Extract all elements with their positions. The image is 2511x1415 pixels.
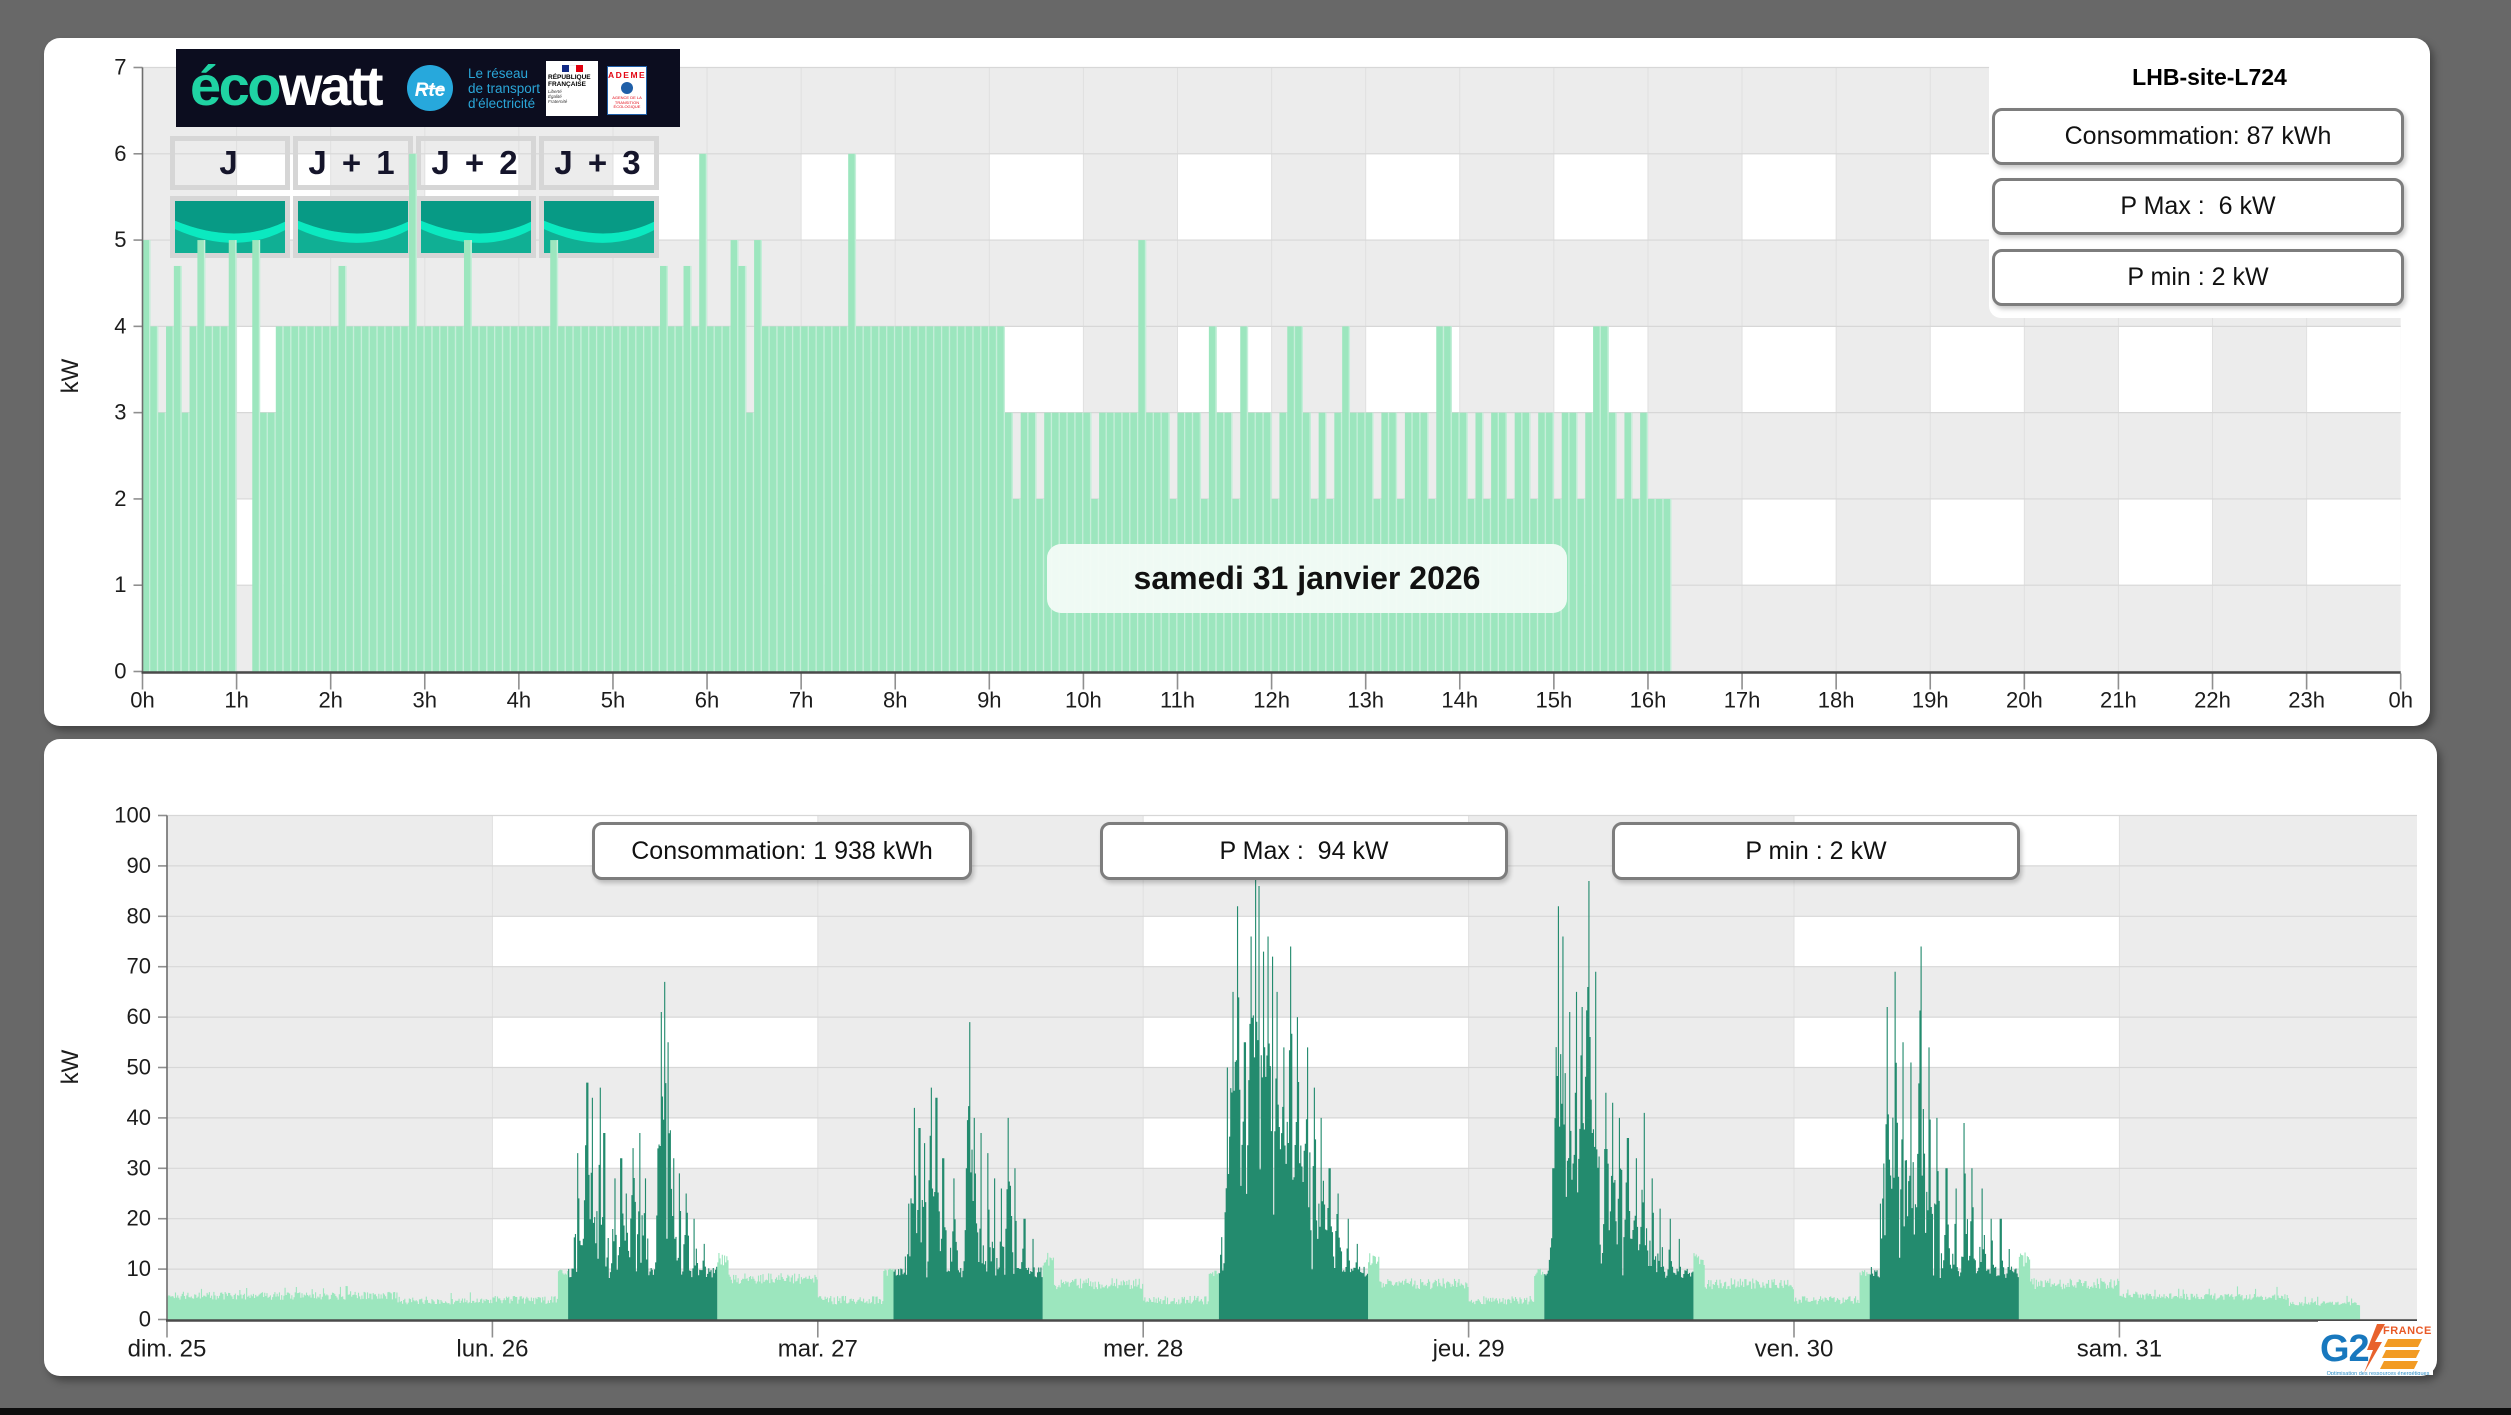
svg-text:Rte: Rte: [415, 80, 446, 101]
svg-text:100: 100: [114, 803, 151, 828]
svg-text:mar. 27: mar. 27: [778, 1336, 858, 1363]
svg-text:0h: 0h: [2388, 688, 2412, 713]
svg-text:10h: 10h: [1065, 688, 1102, 713]
svg-text:70: 70: [127, 954, 151, 979]
svg-text:4h: 4h: [507, 688, 531, 713]
svg-text:10: 10: [127, 1256, 151, 1281]
svg-text:11h: 11h: [1160, 688, 1195, 713]
svg-text:80: 80: [127, 903, 151, 928]
svg-text:12h: 12h: [1253, 688, 1290, 713]
svg-text:dim. 25: dim. 25: [128, 1336, 207, 1363]
svg-text:40: 40: [127, 1105, 151, 1130]
svg-text:kW: kW: [57, 358, 84, 393]
svg-text:0: 0: [114, 659, 126, 684]
svg-text:50: 50: [127, 1055, 151, 1080]
svg-text:18h: 18h: [1818, 688, 1855, 713]
svg-text:ven. 30: ven. 30: [1755, 1336, 1834, 1363]
svg-text:0h: 0h: [130, 688, 154, 713]
svg-text:13h: 13h: [1347, 688, 1384, 713]
svg-text:30: 30: [127, 1155, 151, 1180]
svg-text:60: 60: [127, 1004, 151, 1029]
svg-text:7: 7: [114, 55, 126, 80]
svg-text:mer. 28: mer. 28: [1103, 1336, 1183, 1363]
svg-text:jeu. 29: jeu. 29: [1432, 1336, 1505, 1363]
svg-text:3: 3: [114, 400, 126, 425]
svg-text:2h: 2h: [318, 688, 342, 713]
svg-text:22h: 22h: [2194, 688, 2231, 713]
svg-text:19h: 19h: [1912, 688, 1949, 713]
svg-text:4: 4: [114, 313, 126, 338]
svg-text:7h: 7h: [789, 688, 813, 713]
svg-text:3h: 3h: [413, 688, 437, 713]
svg-text:5: 5: [114, 227, 126, 252]
svg-text:G2: G2: [2320, 1328, 2369, 1370]
svg-text:23h: 23h: [2288, 688, 2325, 713]
svg-text:15h: 15h: [1536, 688, 1573, 713]
svg-text:90: 90: [127, 853, 151, 878]
svg-text:6h: 6h: [695, 688, 719, 713]
svg-text:21h: 21h: [2100, 688, 2137, 713]
svg-text:lun. 26: lun. 26: [456, 1336, 528, 1363]
svg-text:sam. 31: sam. 31: [2077, 1336, 2162, 1363]
svg-text:6: 6: [114, 141, 126, 166]
svg-text:1h: 1h: [224, 688, 248, 713]
svg-text:20: 20: [127, 1206, 151, 1231]
svg-text:8h: 8h: [883, 688, 907, 713]
svg-text:kW: kW: [57, 1049, 84, 1084]
svg-text:14h: 14h: [1441, 688, 1478, 713]
svg-text:17h: 17h: [1724, 688, 1761, 713]
svg-text:5h: 5h: [601, 688, 625, 713]
svg-text:1: 1: [114, 572, 126, 597]
svg-text:16h: 16h: [1630, 688, 1667, 713]
svg-text:Optimisation des ressources én: Optimisation des ressources énergétiques: [2327, 1371, 2430, 1375]
svg-text:20h: 20h: [2006, 688, 2043, 713]
svg-text:FRANCE: FRANCE: [2383, 1325, 2432, 1337]
svg-text:9h: 9h: [977, 688, 1001, 713]
svg-text:2: 2: [114, 486, 126, 511]
svg-text:0: 0: [139, 1307, 151, 1332]
